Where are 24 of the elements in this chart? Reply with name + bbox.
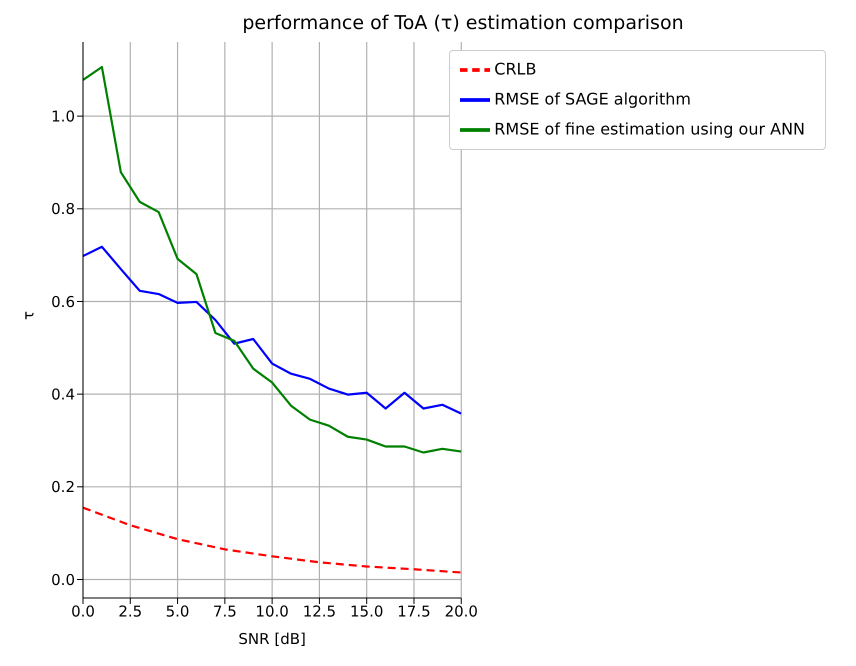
x-tick-label: 12.5	[302, 602, 336, 621]
x-tick-label: 0.0	[71, 602, 95, 621]
chart-title: performance of ToA (τ) estimation comparison	[241, 11, 685, 36]
x-axis-title: SNR [dB]	[238, 630, 306, 648]
x-tick-label: 2.5	[118, 602, 142, 621]
y-tick-label: 0.6	[51, 292, 75, 311]
line-series	[83, 246, 462, 415]
y-axis-title: τ	[19, 310, 38, 320]
x-tick-label: 17.5	[397, 602, 431, 621]
line-series	[83, 66, 462, 454]
legend-label: RMSE of fine estimation using our ANN	[494, 119, 805, 138]
x-tick-label: 10.0	[255, 602, 289, 621]
y-tick-label: 1.0	[51, 107, 75, 126]
legend-label: RMSE of SAGE algorithm	[494, 89, 691, 108]
y-tick-label: 0.8	[51, 200, 75, 218]
line-series	[83, 506, 462, 574]
x-tick-label: 5.0	[166, 602, 190, 621]
legend-label: CRLB	[494, 59, 536, 78]
y-tick-label: 0.0	[51, 570, 75, 589]
y-tick-label: 0.2	[51, 478, 75, 496]
x-tick-label: 7.5	[212, 602, 237, 621]
y-tick-label: 0.4	[51, 385, 75, 404]
x-tick-label: 20.0	[444, 602, 478, 621]
x-tick-label: 15.0	[350, 602, 384, 621]
